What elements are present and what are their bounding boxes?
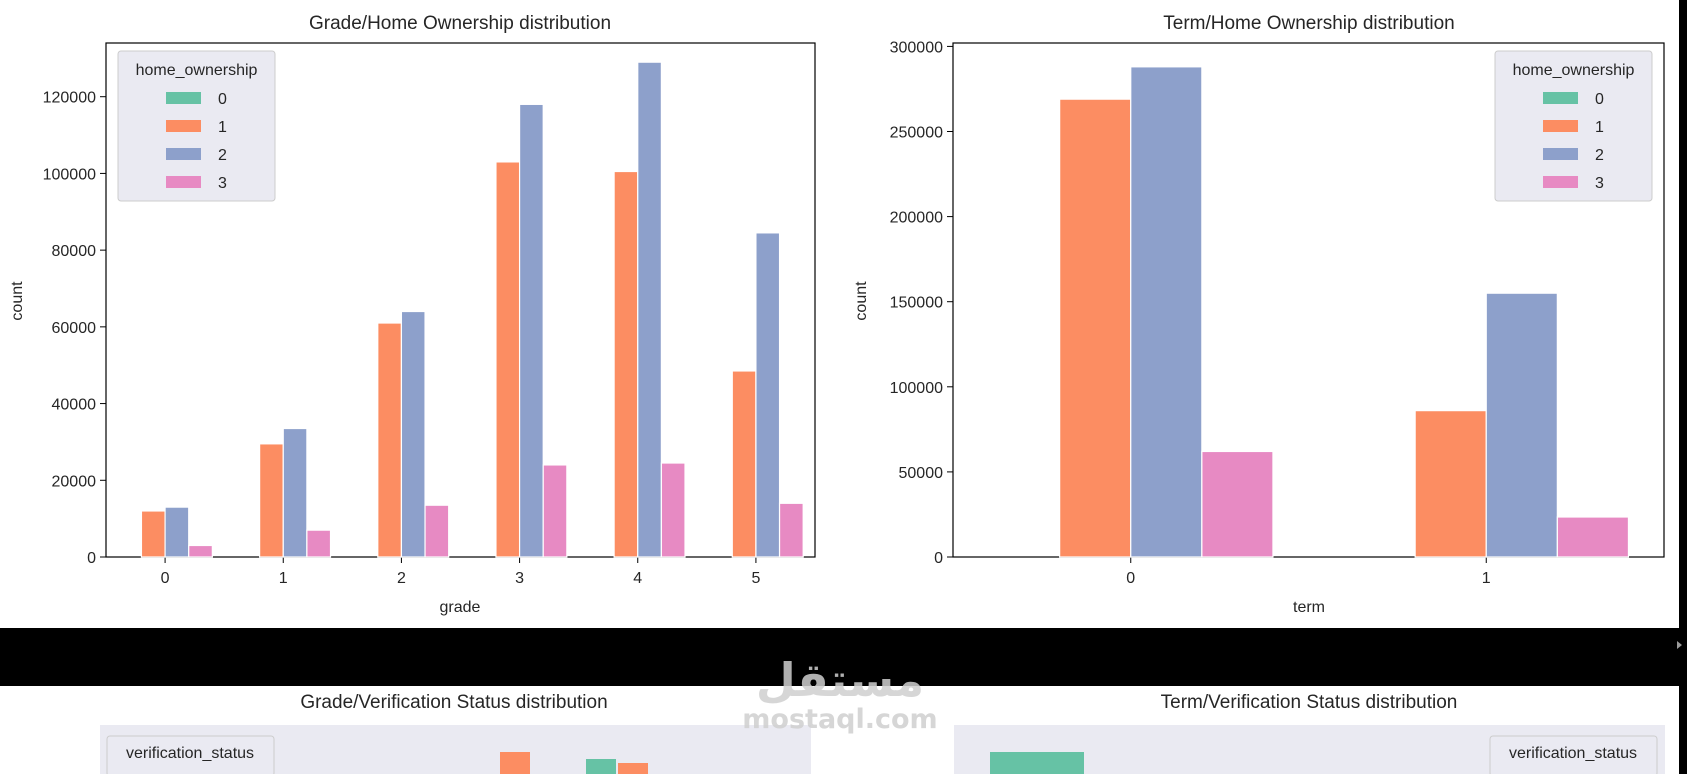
x-tick-label: 4 [633, 570, 642, 587]
legend-title: home_ownership [1513, 62, 1635, 79]
y-tick-label: 200000 [890, 210, 943, 227]
plot-frame [105, 42, 816, 558]
bar-partial [618, 763, 648, 774]
expand-arrow-icon[interactable] [1677, 641, 1682, 649]
bar-series-2-cat-0 [164, 506, 190, 558]
bar-series-3-cat-1 [1556, 516, 1630, 558]
x-tick-label: 2 [397, 570, 406, 587]
chart-title: Term/Home Ownership distribution [1163, 13, 1454, 34]
bar-series-1-cat-0 [140, 510, 166, 558]
legend-swatch-3 [166, 176, 201, 188]
bar-series-1-cat-4 [613, 170, 639, 558]
y-tick-label: 120000 [43, 90, 96, 107]
legend-swatch-0 [166, 92, 201, 104]
bar-partial [500, 752, 530, 774]
y-tick-label: 0 [87, 550, 96, 567]
y-ticks: 0 20000 40000 60000 80000 100000 120000 [43, 90, 106, 567]
bottom-charts-panel: Grade/Verification Status distribution v… [0, 686, 1679, 774]
bar-series-2-cat-5 [755, 232, 781, 558]
bar-series-3-cat-2 [424, 504, 450, 558]
bar-series-2-cat-0 [1130, 66, 1203, 558]
legend-swatch-3 [1543, 176, 1578, 188]
grade-verification-title: Grade/Verification Status distribution [300, 692, 607, 713]
legend: home_ownership 0 1 2 3 [1494, 50, 1653, 202]
y-tick-label: 80000 [52, 243, 97, 260]
legend-label-2: 2 [218, 147, 227, 164]
bar-series-1-cat-2 [377, 322, 403, 558]
y-tick-label: 150000 [890, 295, 943, 312]
top-charts-panel: Grade/Home Ownership distribution grade … [0, 0, 1679, 628]
y-tick-label: 50000 [899, 465, 944, 482]
y-tick-label: 100000 [43, 166, 96, 183]
x-tick-label: 3 [515, 570, 524, 587]
legend-swatch-2 [166, 148, 201, 160]
bar-series-2-cat-3 [518, 103, 544, 558]
bar-series-2-cat-1 [282, 427, 308, 558]
plot-frame [952, 42, 1665, 558]
x-tick-label: 1 [1482, 570, 1491, 587]
bar-partial [586, 759, 616, 774]
bar-series-3-cat-5 [778, 502, 804, 558]
x-tick-label: 0 [161, 570, 170, 587]
bar-series-1-cat-0 [1059, 98, 1132, 558]
legend-label-0: 0 [1595, 91, 1604, 108]
legend-label-3: 3 [218, 175, 227, 192]
x-tick-label: 5 [751, 570, 760, 587]
legend-label-0: 0 [218, 91, 227, 108]
bar-series-1-cat-1 [1414, 410, 1487, 558]
bars [1059, 66, 1630, 558]
y-tick-label: 20000 [52, 473, 97, 490]
bar-series-3-cat-4 [660, 462, 686, 558]
legend-label-3: 3 [1595, 175, 1604, 192]
bar-series-3-cat-0 [188, 544, 213, 558]
chart-title: Grade/Home Ownership distribution [309, 13, 611, 34]
legend: home_ownership 0 1 2 3 [117, 50, 276, 202]
bar-series-3-cat-0 [1201, 450, 1274, 558]
y-axis-label: count [9, 281, 26, 321]
grade-home-ownership-chart: Grade/Home Ownership distribution grade … [9, 13, 816, 616]
term-verification-legend-box [1489, 735, 1658, 774]
legend-label-1: 1 [218, 119, 227, 136]
legend-swatch-2 [1543, 148, 1578, 160]
legend-label-1: 1 [1595, 119, 1604, 136]
bar-partial [990, 752, 1084, 774]
bar-series-2-cat-4 [637, 61, 662, 558]
bar-series-2-cat-2 [400, 310, 426, 558]
legend-swatch-0 [1543, 92, 1578, 104]
y-tick-label: 250000 [890, 125, 943, 142]
scrollbar-gutter [1679, 0, 1687, 774]
x-ticks: 0 1 2 3 4 5 [161, 557, 760, 587]
bottom-charts-svg: Grade/Verification Status distribution v… [100, 692, 1665, 774]
bars [140, 61, 804, 558]
legend-label-2: 2 [1595, 147, 1604, 164]
x-axis-label: grade [440, 599, 481, 616]
y-tick-label: 0 [934, 550, 943, 567]
bar-series-1-cat-3 [495, 161, 521, 558]
y-tick-label: 60000 [52, 320, 97, 337]
y-ticks: 0 50000 100000 150000 200000 250000 300000 [890, 39, 953, 567]
bar-series-3-cat-1 [306, 529, 332, 558]
y-tick-label: 40000 [52, 397, 97, 414]
x-tick-label: 0 [1126, 570, 1135, 587]
legend-swatch-1 [166, 120, 201, 132]
legend-title: home_ownership [136, 62, 258, 79]
bar-series-1-cat-1 [259, 443, 284, 558]
bar-series-2-cat-1 [1485, 292, 1558, 558]
y-axis-label: count [853, 281, 870, 321]
term-home-ownership-chart: Term/Home Ownership distribution term co… [853, 13, 1665, 616]
y-tick-label: 100000 [890, 380, 943, 397]
y-tick-label: 300000 [890, 39, 943, 56]
legend-swatch-1 [1543, 120, 1578, 132]
bar-series-3-cat-3 [542, 464, 568, 558]
term-verification-title: Term/Verification Status distribution [1161, 692, 1458, 713]
x-tick-label: 1 [279, 570, 288, 587]
term-verification-legend-title: verification_status [1509, 745, 1637, 762]
x-axis-label: term [1293, 599, 1325, 616]
grade-verification-legend-title: verification_status [126, 745, 254, 762]
bar-series-1-cat-5 [731, 370, 757, 558]
notebook-gap [0, 628, 1687, 686]
grade-verification-legend-box [106, 735, 275, 774]
